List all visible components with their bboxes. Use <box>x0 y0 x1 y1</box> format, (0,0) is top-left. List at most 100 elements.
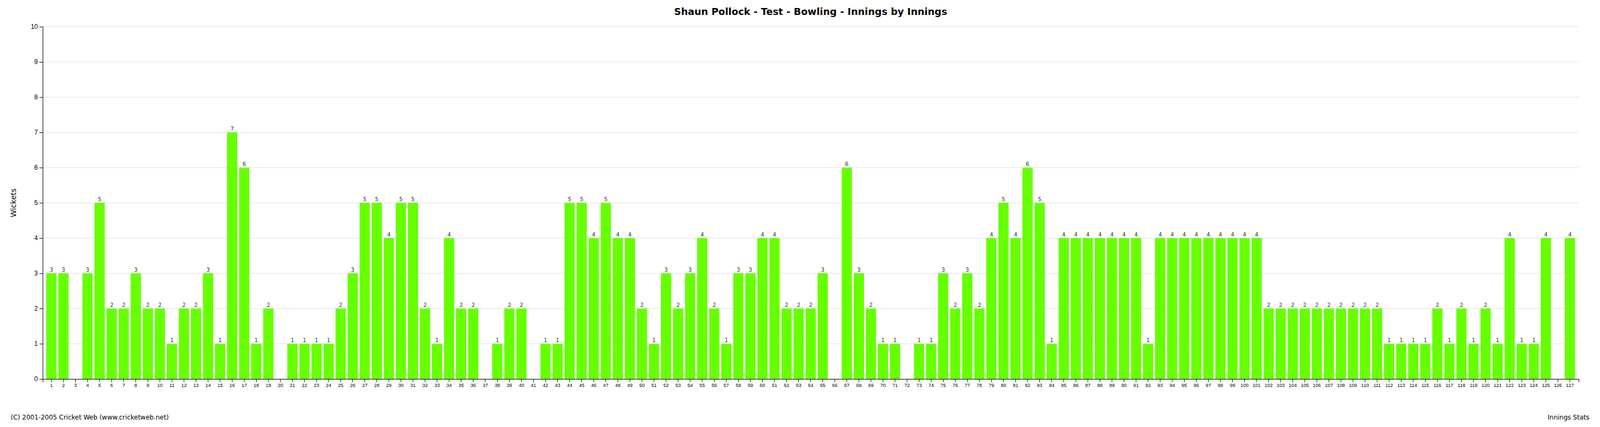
x-tick: 101 <box>1252 378 1261 388</box>
data-label: 2 <box>146 301 150 308</box>
data-label: 2 <box>712 301 716 308</box>
x-tick-label: 44 <box>566 382 573 388</box>
x-tick-label: 48 <box>614 382 621 388</box>
x-tick: 33 <box>434 378 440 388</box>
bar <box>492 343 503 379</box>
x-tick-label: 8 <box>134 382 138 388</box>
data-label: 2 <box>158 301 162 308</box>
x-tick-mark <box>665 378 667 382</box>
bar <box>154 308 165 379</box>
x-tick-mark <box>1232 378 1233 382</box>
x-tick-label: 108 <box>1337 382 1346 388</box>
x-tick-mark <box>147 378 149 382</box>
x-tick-label: 93 <box>1157 382 1163 388</box>
x-tick-label: 51 <box>651 382 657 388</box>
x-tick-mark <box>316 378 317 382</box>
bar <box>263 308 274 379</box>
x-tick-mark <box>1377 378 1378 382</box>
bar <box>443 237 454 379</box>
bar <box>82 273 93 379</box>
x-tick: 70 <box>880 378 886 388</box>
bar <box>1203 237 1214 379</box>
data-label: 3 <box>941 266 945 273</box>
x-tick-label: 52 <box>663 382 669 388</box>
data-label: 5 <box>1037 196 1042 203</box>
x-tick-mark <box>195 378 197 382</box>
x-tick-label: 12 <box>181 382 187 388</box>
x-tick: 95 <box>1181 378 1188 388</box>
x-tick-mark <box>955 378 956 382</box>
x-tick-mark <box>1015 378 1016 382</box>
grid-line <box>42 237 1579 239</box>
x-tick-mark <box>243 378 245 382</box>
x-tick-mark <box>774 378 775 382</box>
x-tick-label: 25 <box>338 382 344 388</box>
bar <box>1082 237 1093 379</box>
data-label: 3 <box>965 266 970 273</box>
x-tick-mark <box>1039 378 1040 382</box>
x-tick-label: 80 <box>1001 382 1007 388</box>
y-tick: 7 <box>34 128 43 136</box>
bar <box>1420 343 1431 379</box>
x-tick: 28 <box>373 378 380 388</box>
grid-line <box>42 61 1579 63</box>
x-tick-mark <box>449 378 450 382</box>
x-tick-label: 123 <box>1517 382 1526 388</box>
x-tick-mark <box>400 378 402 382</box>
x-tick: 104 <box>1288 378 1297 388</box>
y-tick-mark <box>39 132 43 133</box>
bar <box>841 167 852 379</box>
data-label: 4 <box>1074 231 1078 238</box>
x-tick-mark <box>1087 378 1088 382</box>
x-tick-label: 112 <box>1385 382 1393 388</box>
x-tick-label: 118 <box>1457 382 1466 388</box>
bar <box>660 273 671 379</box>
x-tick-label: 124 <box>1529 382 1538 388</box>
x-tick-label: 16 <box>229 382 235 388</box>
x-tick: 34 <box>446 378 452 388</box>
x-tick-label: 84 <box>1049 382 1055 388</box>
y-tick-label: 5 <box>34 198 38 207</box>
x-tick-label: 40 <box>518 382 525 388</box>
bar <box>588 237 599 379</box>
x-tick-mark <box>593 378 595 382</box>
data-label: 4 <box>387 231 391 238</box>
x-tick-label: 43 <box>554 382 560 388</box>
bar <box>58 273 69 379</box>
x-tick-label: 7 <box>122 382 125 388</box>
bar <box>1492 343 1503 379</box>
data-label: 4 <box>1206 231 1211 238</box>
x-tick-mark <box>569 378 571 382</box>
bar <box>733 273 744 379</box>
x-tick-mark <box>219 378 221 382</box>
data-label: 1 <box>652 337 656 343</box>
x-tick: 120 <box>1481 378 1490 388</box>
x-tick: 116 <box>1433 378 1442 388</box>
x-tick: 7 <box>122 378 125 388</box>
data-label: 2 <box>1483 301 1487 308</box>
x-tick-mark <box>135 378 136 382</box>
bar <box>709 308 720 379</box>
x-tick-label: 71 <box>892 382 898 388</box>
bar <box>1287 308 1298 379</box>
bar <box>456 308 467 379</box>
x-tick-label: 26 <box>349 382 356 388</box>
data-label: 2 <box>266 301 270 308</box>
bar <box>106 308 117 379</box>
x-tick: 85 <box>1061 378 1067 388</box>
x-tick: 66 <box>832 378 838 388</box>
bar <box>1131 237 1142 379</box>
x-tick: 110 <box>1361 378 1369 388</box>
x-tick-label: 42 <box>542 382 549 388</box>
x-tick: 48 <box>614 378 621 388</box>
bar <box>1239 237 1250 379</box>
data-label: 2 <box>1315 301 1319 308</box>
x-tick: 73 <box>916 378 922 388</box>
y-tick: 9 <box>34 58 43 66</box>
x-tick-mark <box>714 378 715 382</box>
data-label: 1 <box>724 337 728 343</box>
bar <box>1540 237 1551 379</box>
x-tick-mark <box>473 378 474 382</box>
x-tick-label: 4 <box>86 382 90 388</box>
x-tick-label: 102 <box>1264 382 1273 388</box>
